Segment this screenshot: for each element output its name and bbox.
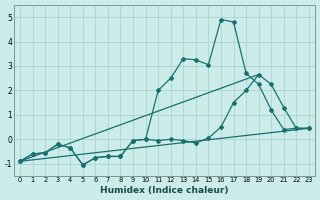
X-axis label: Humidex (Indice chaleur): Humidex (Indice chaleur) [100, 186, 229, 195]
